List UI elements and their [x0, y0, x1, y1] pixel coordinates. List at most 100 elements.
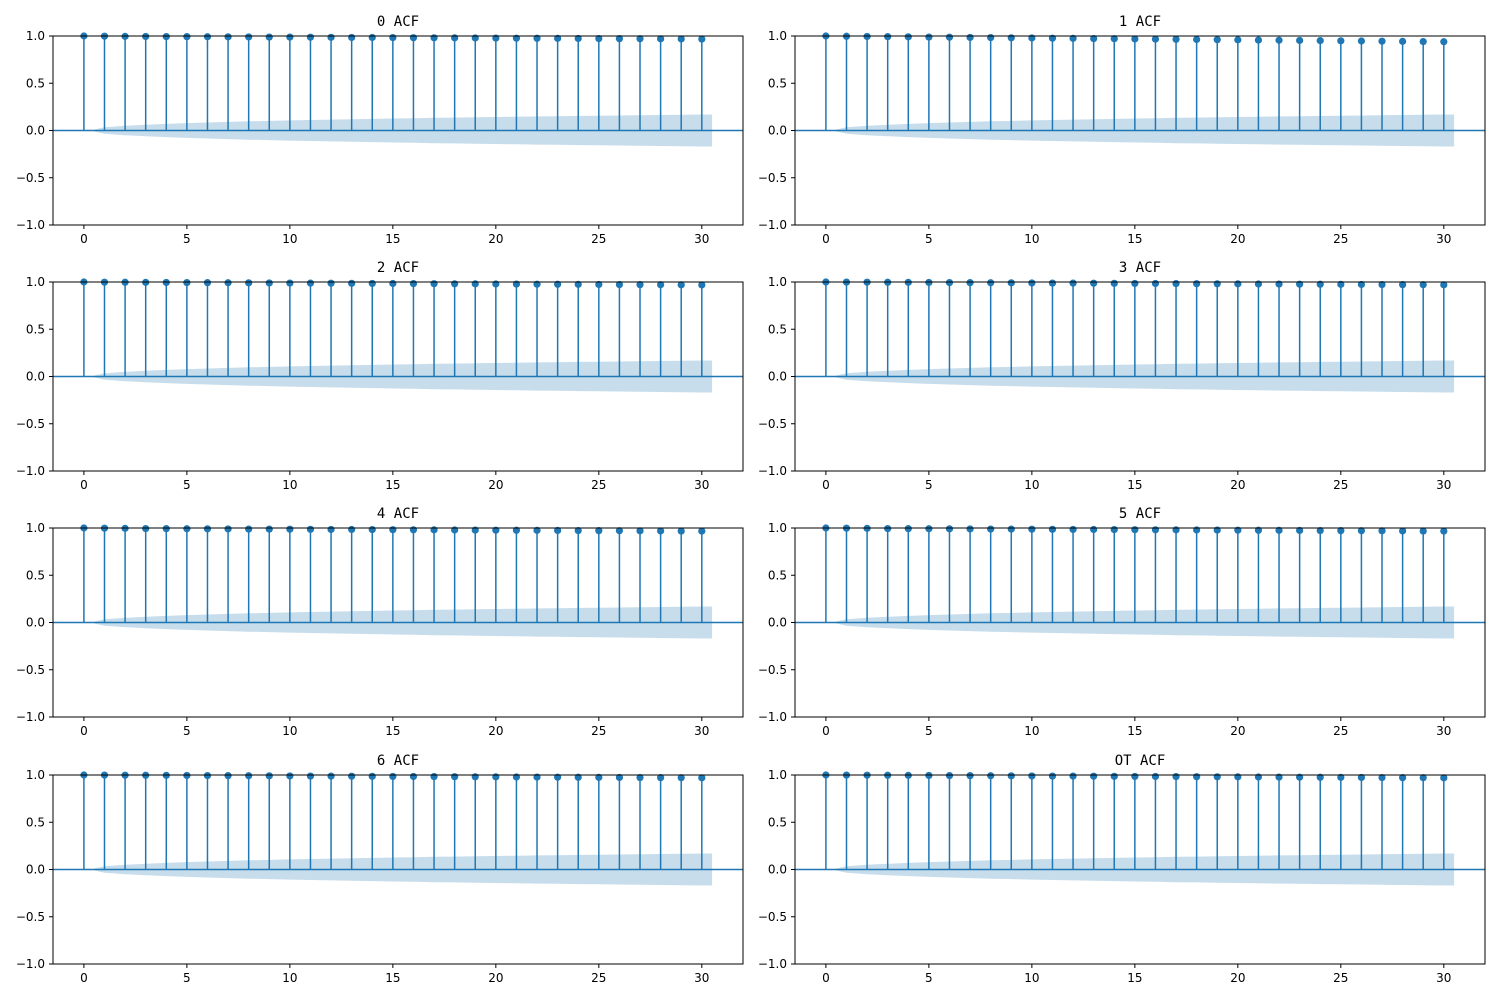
y-tick-label: −1.0 [758, 464, 787, 478]
stem-marker [1193, 526, 1201, 534]
stem-marker [430, 280, 438, 288]
acf-subplot: 0 5 10 15 20 25 30 −1.0 −0.5 0.0 0.5 1.0 2 ACF [16, 260, 744, 492]
stem-marker [1399, 527, 1407, 535]
y-tick-label: −1.0 [16, 464, 45, 478]
stem-marker [1069, 34, 1077, 42]
x-tick-label: 15 [1127, 724, 1142, 738]
y-tick-label: 0.0 [26, 370, 45, 384]
stem-marker [1275, 36, 1283, 44]
stem-marker [698, 35, 706, 43]
stem-marker [471, 280, 479, 288]
stem-marker [1378, 280, 1386, 289]
stem-marker [636, 527, 644, 535]
stem-marker [1193, 280, 1201, 288]
stem-marker [1234, 773, 1242, 781]
stem-marker [451, 34, 459, 42]
stem-marker [595, 527, 603, 535]
stem-marker [512, 773, 521, 781]
stem-marker [1337, 773, 1345, 781]
stem-marker [348, 772, 356, 780]
stem-marker [1110, 526, 1118, 534]
stem-marker [430, 773, 438, 781]
stem-marker [224, 772, 232, 780]
stem-marker [987, 525, 995, 533]
stem-marker [368, 279, 376, 288]
stem-marker [1254, 773, 1263, 781]
y-tick-label: −1.0 [758, 218, 787, 232]
x-tick-label: 20 [1230, 232, 1245, 246]
x-tick-label: 10 [1024, 478, 1039, 492]
x-tick-label: 30 [1436, 232, 1451, 246]
y-tick-label: −0.5 [16, 417, 45, 431]
stem-marker [636, 281, 644, 289]
stem-marker [409, 34, 418, 42]
stem-marker [265, 279, 273, 287]
stem-marker [1275, 526, 1283, 534]
stem-marker [533, 526, 541, 534]
stem-marker [1172, 35, 1180, 43]
stem-marker [409, 772, 418, 781]
stem-marker [265, 525, 273, 533]
x-tick-label: 0 [822, 724, 830, 738]
stem-marker [1131, 772, 1139, 781]
stem-marker [1193, 35, 1201, 44]
stem-marker [1296, 526, 1304, 535]
stem-marker [574, 526, 582, 535]
subplot-title: 0 ACF [377, 14, 419, 30]
stem-marker [615, 280, 624, 289]
stem-marker [698, 774, 706, 782]
stem-marker [224, 33, 232, 41]
x-tick-label: 25 [1333, 971, 1348, 985]
y-tick-label: 0.5 [768, 322, 787, 336]
x-tick-label: 30 [1436, 478, 1451, 492]
y-tick-label: −1.0 [16, 710, 45, 724]
x-tick-label: 15 [385, 232, 400, 246]
stem-marker [245, 772, 253, 780]
stem-marker [554, 34, 562, 42]
stem-marker [306, 772, 315, 780]
y-tick-label: −0.5 [758, 417, 787, 431]
stem-marker [1337, 527, 1345, 535]
stem-marker [657, 35, 665, 43]
stem-marker [471, 773, 479, 781]
stem-marker [451, 773, 459, 781]
stem-marker [245, 525, 253, 533]
y-tick-label: 0.5 [26, 815, 45, 829]
stem-marker [1090, 525, 1098, 534]
x-tick-label: 25 [591, 478, 606, 492]
x-tick-label: 5 [925, 478, 933, 492]
x-tick-label: 10 [1024, 971, 1039, 985]
stem-marker [966, 525, 974, 533]
x-tick-label: 0 [822, 478, 830, 492]
stem-marker [1440, 38, 1448, 46]
stem-marker [987, 772, 995, 780]
stem-marker [306, 279, 315, 287]
stem-marker [595, 773, 603, 781]
stem-marker [162, 525, 170, 533]
acf-subplot: 0 5 10 15 20 25 30 −1.0 −0.5 0.0 0.5 1.0 6 ACF [16, 753, 744, 985]
x-tick-label: 0 [822, 232, 830, 246]
stem-marker [1090, 34, 1098, 43]
y-tick-label: 0.0 [26, 124, 45, 138]
y-tick-label: 1.0 [768, 29, 787, 43]
stem-marker [945, 278, 954, 287]
x-tick-label: 30 [694, 971, 709, 985]
stem-marker [286, 772, 294, 780]
stem-marker [1090, 279, 1098, 287]
x-tick-label: 30 [694, 232, 709, 246]
stem-marker [1151, 526, 1160, 534]
x-tick-label: 10 [1024, 724, 1039, 738]
x-tick-label: 30 [1436, 724, 1451, 738]
y-tick-label: −1.0 [758, 957, 787, 971]
stem-marker [1069, 279, 1077, 287]
stem-marker [1254, 36, 1263, 44]
stem-marker [966, 33, 974, 42]
stem-marker [574, 34, 582, 43]
stem-marker [636, 773, 644, 782]
stem-marker [451, 526, 459, 534]
stem-marker [1172, 773, 1180, 781]
stem-marker [904, 33, 912, 41]
stem-marker [574, 280, 582, 288]
x-tick-label: 5 [183, 478, 191, 492]
